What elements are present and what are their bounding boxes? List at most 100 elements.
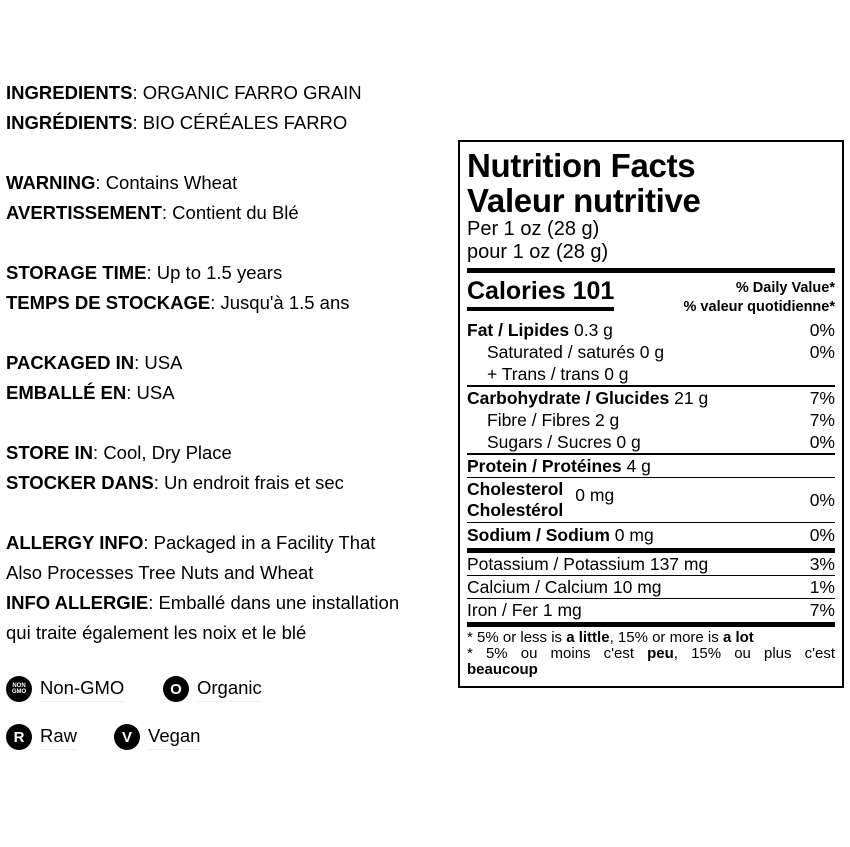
divider — [467, 548, 835, 553]
info-line: INFO ALLERGIE: Emballé dans une installa… — [6, 588, 399, 618]
protein-row: Protein / Protéines 4 g — [467, 455, 835, 477]
info-label: TEMPS DE STOCKAGE — [6, 292, 211, 313]
info-value: : Contains Wheat — [95, 172, 238, 193]
info-line: STOCKER DANS: Un endroit frais et sec — [6, 468, 399, 498]
nutrition-text: 7% — [809, 600, 835, 620]
info-value: : Cool, Dry Place — [93, 442, 232, 463]
badge-vegan: V Vegan — [114, 724, 201, 750]
nutrition-text: Cholesterol — [467, 479, 564, 499]
info-value: : BIO CÉRÉALES FARRO — [132, 112, 348, 133]
divider: beaucoup — [467, 662, 835, 678]
info-value: : USA — [126, 382, 175, 403]
raw-icon: R — [6, 724, 32, 750]
info-label: INGREDIENTS — [6, 82, 133, 103]
cholesterol-row: Cholesterol Cholestérol 0 mg 0% — [467, 478, 835, 522]
nutrition-text: 0% — [809, 342, 835, 362]
carb-row: Carbohydrate / Glucides 21 g 7% — [467, 387, 835, 409]
organic-icon: O — [163, 676, 189, 702]
divider: Protein / Protéines 4 g — [467, 455, 651, 477]
divider: Sodium / Sodium 0 mg — [467, 524, 654, 546]
nutrition-text: 0% — [809, 320, 835, 340]
footnote-fr: * 5% ou moins c'est peu, 15% ou plus c'e… — [467, 646, 835, 662]
info-value: : Up to 1.5 years — [146, 262, 283, 283]
badge-non-gmo: NON GMO Non-GMO — [6, 676, 125, 702]
divider — [467, 598, 835, 599]
nutrition-text: Fat / Lipides — [467, 320, 570, 340]
fat-row: Fat / Lipides 0.3 g 0% — [467, 319, 835, 341]
nutrition-text: 0% — [809, 432, 835, 452]
nutrition-text: 3% — [809, 554, 835, 574]
info-label: INGRÉDIENTS — [6, 112, 133, 133]
info-label: STORAGE TIME — [6, 262, 147, 283]
calories-row: Calories 101 % Daily Value* % valeur quot… — [467, 277, 835, 319]
calcium-row: Calcium / Calcium 10 mg 1% — [467, 576, 835, 598]
info-value: : Un endroit frais et sec — [153, 472, 344, 493]
nutrition-text: , 15% ou plus c'est — [673, 645, 835, 662]
nutrition-text: 0 mg — [575, 484, 615, 505]
vegan-icon: V — [114, 724, 140, 750]
nutrition-text: 0% — [809, 525, 835, 545]
info-line: EMBALLÉ EN: USA — [6, 378, 399, 408]
info-label: AVERTISSEMENT — [6, 202, 162, 223]
nutrition-text: , 15% or more is — [609, 629, 723, 646]
info-value: : USA — [134, 352, 183, 373]
divider: Cholesterol Cholestérol — [467, 479, 563, 521]
info-value: Also Processes Tree Nuts and Wheat — [6, 562, 314, 583]
divider — [467, 268, 835, 273]
trans-row: + Trans / trans 0 g — [467, 363, 835, 385]
info-label: STOCKER DANS — [6, 472, 154, 493]
fibre-row: Fibre / Fibres 2 g 7% — [467, 409, 835, 431]
nutrition-text: Sugars / Sucres 0 g — [487, 432, 641, 452]
info-line: INGRÉDIENTS: BIO CÉRÉALES FARRO — [6, 108, 399, 138]
serving-fr: pour 1 oz (28 g) — [467, 241, 609, 263]
nutrition-text: 0% — [809, 489, 835, 510]
badge-raw: R Raw — [6, 724, 78, 750]
divider: % Daily Value* % valeur quotidienne* — [684, 279, 835, 319]
info-label: INFO ALLERGIE — [6, 592, 149, 613]
info-line: Also Processes Tree Nuts and Wheat — [6, 558, 399, 588]
nutrition-text: a little — [566, 629, 610, 646]
info-line: INGREDIENTS: ORGANIC FARRO GRAIN — [6, 78, 399, 108]
dv-header-fr: % valeur quotidienne* — [683, 299, 835, 315]
nutrition-text: beaucoup — [467, 661, 538, 678]
nutrition-text: Fibre / Fibres 2 g — [487, 410, 620, 430]
info-value: : ORGANIC FARRO GRAIN — [132, 82, 362, 103]
nutrition-text: a lot — [722, 629, 754, 646]
info-line: AVERTISSEMENT: Contient du Blé — [6, 198, 399, 228]
nutrition-text: 1% — [809, 577, 835, 597]
title-en: Nutrition Facts — [467, 147, 696, 184]
info-label: PACKAGED IN — [6, 352, 135, 373]
divider — [467, 622, 835, 627]
nutrition-text: Potassium / Potassium 137 mg — [467, 554, 709, 574]
info-line: TEMPS DE STOCKAGE: Jusqu'à 1.5 ans — [6, 288, 399, 318]
footnote-en: * 5% or less is a little, 15% or more is… — [467, 630, 835, 646]
nutrition-text: 0 mg — [609, 525, 654, 545]
badge-label: Non-GMO — [40, 677, 125, 702]
nutrition-text: Calcium / Calcium 10 mg — [467, 577, 662, 597]
title-fr: Valeur nutritive — [467, 182, 701, 219]
nutrition-text: Protein / Protéines — [467, 456, 622, 476]
badge-label: Raw — [40, 725, 78, 750]
nutrition-text: 0.3 g — [569, 320, 613, 340]
info-value: qui traite également les noix et le blé — [6, 622, 307, 643]
info-value: : Jusqu'à 1.5 ans — [210, 292, 350, 313]
nutrition-text: Carbohydrate / Glucides — [467, 388, 670, 408]
nutrition-text: 7% — [809, 388, 835, 408]
saturated-row: Saturated / saturés 0 g 0% — [467, 341, 835, 363]
sugars-row: Sugars / Sucres 0 g 0% — [467, 431, 835, 453]
divider — [467, 385, 835, 387]
nutrition-text: Saturated / saturés 0 g — [487, 342, 665, 362]
footnote: * 5% or less is a little, 15% or more is… — [467, 627, 835, 678]
nutrition-text: Sodium / Sodium — [467, 525, 610, 545]
nutrition-text: Iron / Fer 1 mg — [467, 600, 582, 620]
divider — [467, 522, 835, 523]
potassium-row: Potassium / Potassium 137 mg 3% — [467, 553, 835, 575]
divider: Fat / Lipides 0.3 g — [467, 319, 613, 341]
dv-header-en: % Daily Value* — [735, 280, 835, 296]
info-value: : Contient du Blé — [161, 202, 299, 223]
nutrition-text: + Trans / trans 0 g — [487, 364, 629, 384]
calories: Calories 101 — [467, 277, 615, 311]
info-line: PACKAGED IN: USA — [6, 348, 399, 378]
nutrition-text: 4 g — [621, 456, 651, 476]
non-gmo-icon: NON GMO — [6, 676, 32, 702]
